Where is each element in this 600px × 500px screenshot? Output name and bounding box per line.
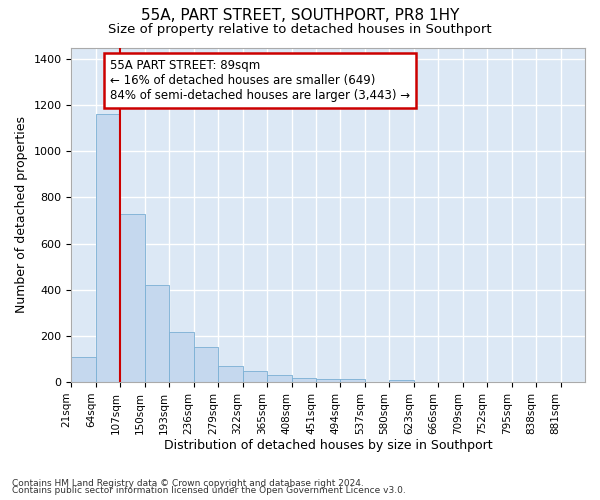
Bar (145, 285, 169, 382)
Bar (389, 380, 414, 382)
Bar (340, 378, 365, 382)
Bar (121, 214, 145, 382)
Bar (242, 371, 267, 382)
Bar (71, 357, 96, 382)
Bar (267, 375, 292, 382)
Bar (169, 332, 194, 382)
Bar (292, 378, 316, 382)
Text: 55A, PART STREET, SOUTHPORT, PR8 1HY: 55A, PART STREET, SOUTHPORT, PR8 1HY (141, 8, 459, 22)
Bar (96, 114, 121, 382)
Text: Contains HM Land Registry data © Crown copyright and database right 2024.: Contains HM Land Registry data © Crown c… (12, 478, 364, 488)
Text: Size of property relative to detached houses in Southport: Size of property relative to detached ho… (108, 22, 492, 36)
Bar (316, 378, 340, 382)
Bar (218, 366, 242, 382)
Bar (194, 348, 218, 382)
Text: Contains public sector information licensed under the Open Government Licence v3: Contains public sector information licen… (12, 486, 406, 495)
X-axis label: Distribution of detached houses by size in Southport: Distribution of detached houses by size … (164, 440, 493, 452)
Text: 55A PART STREET: 89sqm
← 16% of detached houses are smaller (649)
84% of semi-de: 55A PART STREET: 89sqm ← 16% of detached… (110, 59, 410, 102)
Y-axis label: Number of detached properties: Number of detached properties (15, 116, 28, 314)
